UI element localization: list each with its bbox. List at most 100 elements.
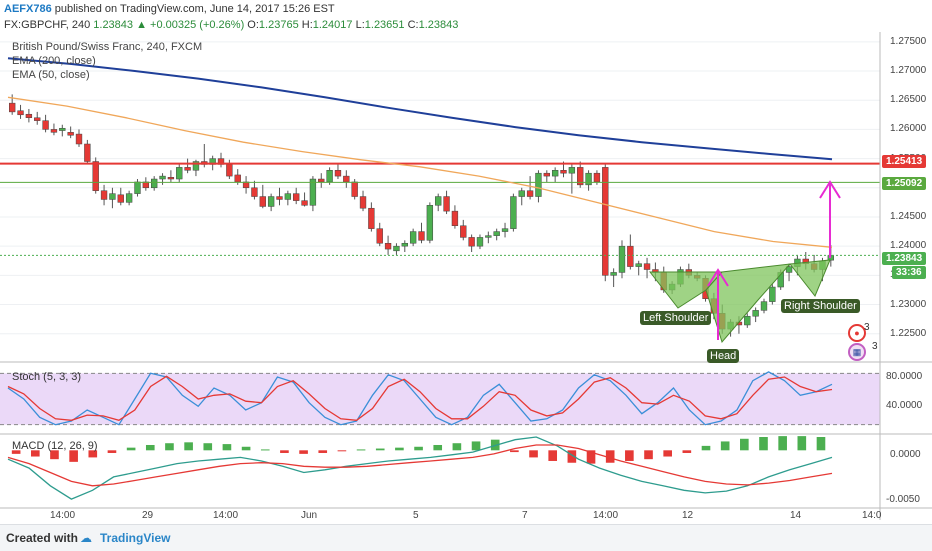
macd-hist-bar [548,450,558,461]
candle-body [627,245,634,267]
ema50-legend[interactable]: EMA (50, close) [12,69,90,81]
created-with-label: Created with [6,531,79,545]
stoch-axis-40: 40.0000 [886,400,923,411]
candle-body [309,178,317,206]
candle-body [485,235,492,238]
candle-body [267,196,275,207]
candle-body [259,196,266,207]
macd-hist-bar [797,436,807,451]
left-shoulder-label: Left Shoulder [640,311,712,325]
macd-hist-bar [203,443,213,451]
grid [0,41,880,335]
macd-hist-bar [816,437,826,451]
macd-hist-bar [663,450,672,457]
chart-header: AEFX786 published on TradingView.com, Ju… [0,0,932,34]
candle-body [535,172,542,197]
stoch-band-fill [0,373,880,425]
candle-body [293,193,300,201]
candle-body [618,245,626,273]
candle-body [184,167,191,171]
ohlc-line: FX:GBPCHF, 240 1.23843 ▲ +0.00325 (+0.26… [4,19,458,31]
up-arrow-icon: ▲ [136,19,147,31]
candle-body [59,127,66,131]
author-link[interactable]: AEFX786 [4,3,52,15]
macd-hist-bar [107,450,117,453]
macd-hist-bar [471,441,481,451]
right-shoulder-label: Right Shoulder [781,299,860,313]
footer: Created with ☁ TradingView [0,524,932,551]
macd-hist-bar [88,450,98,458]
low-key: L: [355,19,365,31]
stoch-k-line [7,371,833,426]
candle-body [393,245,400,252]
candle-body [50,129,58,133]
ema200-legend[interactable]: EMA (200, close) [12,55,96,67]
candle-body [151,178,158,189]
candle-body [518,190,525,197]
candle-body [42,120,49,130]
macd-hist-bar [299,450,308,454]
candle-body [602,167,609,276]
macd-hist-bar [11,450,21,454]
time-label: 5 [413,510,419,521]
macd-axis-neg: -0.0050 [886,494,920,505]
candle-body [67,132,74,136]
candle-body [560,170,567,174]
tradingview-link[interactable]: TradingView [100,531,171,545]
uk-flag-icon[interactable]: ▦ [848,343,866,361]
macd-hist-bar [452,443,462,451]
macd-hist-bar [375,448,385,451]
candle-body [159,175,166,180]
macd-axis-zero: 0.0000 [890,449,921,460]
time-label: 14:0 [862,510,882,521]
candle-body [643,263,651,270]
candle-body [760,301,768,311]
macd-hist-bar [126,447,136,451]
event-count-2: 3 [872,341,878,352]
price-axis-label: 1.26000 [890,123,927,135]
candle-body [226,164,233,177]
time-label: 7 [522,510,528,521]
chart-canvas[interactable] [0,0,932,524]
event-count: 3 [864,322,870,333]
candle-body [409,231,417,244]
time-label: 14:00 [213,510,239,521]
candle-body [25,113,33,118]
ema200-line [7,57,833,161]
candle-body [17,110,24,116]
macd-hist-bar [30,450,40,457]
high-key: H: [301,19,313,31]
macd-hist-bar [605,450,615,463]
candle-body [276,196,283,200]
candle-body [92,161,99,191]
stoch-d-line [7,375,833,422]
candle-body [769,286,776,302]
open-key: O: [247,19,259,31]
pane-frames [0,32,932,520]
macd-hist-bar [433,444,443,451]
candle-body [343,175,350,183]
resistance-price-tag: 1.25413 [882,155,927,168]
bar-countdown: 33:36 [892,266,926,279]
price-axis-label: 1.27000 [890,65,927,77]
macd-hist-bar [50,450,59,460]
event-flag-icon[interactable]: ● [848,324,866,342]
candle-body [109,193,116,200]
tradingview-logo-icon: ☁ [80,531,92,545]
candle-body [359,196,367,209]
macd-hist-bar [222,444,232,451]
candle-body [167,177,175,180]
candle-body [75,133,83,145]
stoch-axis-80: 80.0000 [886,371,923,382]
candle-body [510,196,517,229]
head-label: Head [707,349,740,363]
macd-hist-bar [778,436,787,451]
right-shoulder-shape [789,259,831,297]
high-value: 1.24017 [312,19,353,31]
stoch-title[interactable]: Stoch (5, 3, 3) [12,371,82,383]
publish-line: AEFX786 published on TradingView.com, Ju… [4,3,335,15]
price-axis-label: 1.26500 [890,94,927,106]
macd-title[interactable]: MACD (12, 26, 9) [12,440,98,452]
signal-line [7,444,833,487]
macd-line [7,436,833,500]
